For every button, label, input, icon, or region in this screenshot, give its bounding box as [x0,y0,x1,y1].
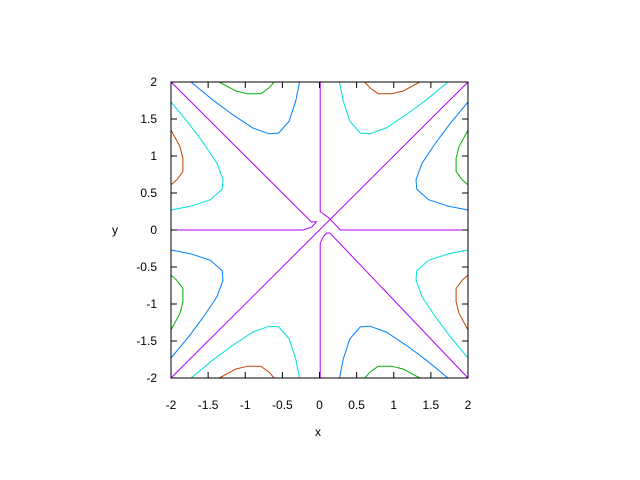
y-tick-label: -1 [146,297,157,311]
x-axis-label: x [315,425,321,439]
y-tick-labels: 2 1.5 1 0.5 0 -0.5 -1 -1.5 -2 [136,75,157,385]
x-tick-label: 2 [465,398,472,412]
contour-line-4-1 [219,81,275,95]
x-tick-label: -2 [166,398,177,412]
y-axis-label: y [112,223,118,237]
contour-line-2-3 [170,249,224,359]
contour-line-2-1 [190,81,300,135]
y-tick-label: 2 [150,75,157,89]
contour-line-2-2 [339,325,449,379]
contour-line-4-0 [455,129,469,186]
x-tick-label: -1.5 [198,398,219,412]
x-tick-label: 0.5 [348,398,365,412]
y-tick-label: 0 [150,223,157,237]
contour-line-0-0 [319,82,468,231]
y-tick-label: 1 [150,149,157,163]
x-tick-label: 1.5 [423,398,440,412]
y-tick-label: -2 [146,371,157,385]
contour-line-1-0 [339,81,449,135]
contour-line-4-2 [364,365,420,379]
contour-lines [170,81,469,379]
contour-line-3-2 [455,274,469,331]
x-tick-label: -0.5 [272,398,293,412]
contour-line-3-3 [219,365,275,379]
plot-border [170,81,469,379]
contour-line-2-0 [415,101,469,211]
contour-line-3-1 [170,129,184,186]
y-tick-label: 1.5 [140,112,157,126]
y-tick-label: -1.5 [136,334,157,348]
contour-line-3-0 [364,81,420,95]
contour-line-0-3 [170,81,469,379]
x-tick-label: 0 [316,398,323,412]
y-tick-label: 0.5 [140,186,157,200]
contour-line-4-3 [170,274,184,331]
x-tick-label: 1 [390,398,397,412]
contour-line-1-1 [170,101,224,211]
x-tick-label: -1 [240,398,251,412]
contour-line-0-1 [170,81,318,231]
x-tick-labels: -2 -1.5 -1 -0.5 0 0.5 1 1.5 2 [166,398,472,412]
contour-line-0-2 [319,232,469,379]
contour-line-1-3 [190,325,300,379]
y-tick-label: -0.5 [136,260,157,274]
contour-line-1-2 [415,249,469,359]
